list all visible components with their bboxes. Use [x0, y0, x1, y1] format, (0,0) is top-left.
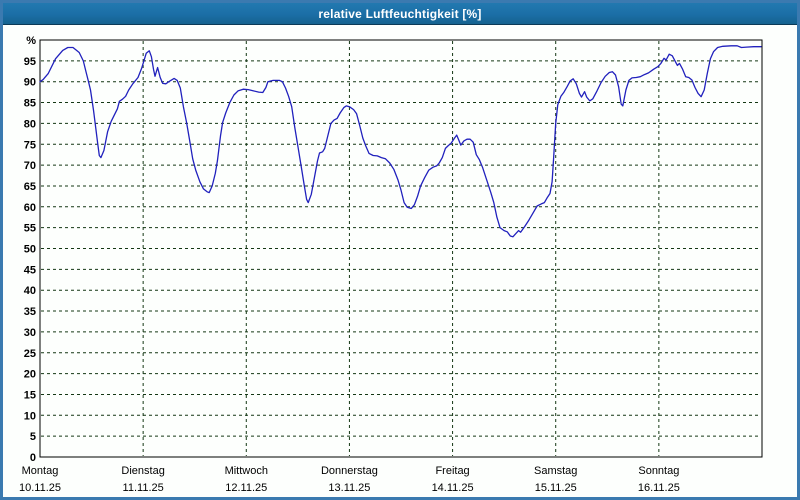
y-tick-label: 45 — [24, 264, 36, 276]
y-tick-label: 80 — [24, 118, 36, 130]
x-day-label: Sonntag — [638, 465, 679, 477]
y-tick-label: 75 — [24, 139, 36, 151]
x-date-label: 15.11.25 — [535, 482, 577, 494]
x-day-label: Donnerstag — [321, 465, 378, 477]
y-tick-label: 5 — [30, 431, 36, 443]
y-tick-label: 10 — [24, 410, 36, 422]
y-tick-label: 95 — [24, 56, 36, 68]
x-day-label: Freitag — [435, 465, 469, 477]
y-tick-label: 20 — [24, 369, 36, 381]
x-date-label: 12.11.25 — [225, 482, 267, 494]
x-day-label: Samstag — [534, 465, 577, 477]
y-tick-label: 40 — [24, 285, 36, 297]
window-title: relative Luftfeuchtigkeit [%] — [318, 6, 482, 21]
x-date-label: 16.11.25 — [638, 482, 680, 494]
y-tick-label: 30 — [24, 327, 36, 339]
x-date-label: 14.11.25 — [432, 482, 474, 494]
y-axis-unit-label: % — [26, 35, 36, 47]
x-day-label: Dienstag — [121, 465, 164, 477]
humidity-line-chart: 0 5 10 15 20 25 30 35 40 45 50 55 60 65 70 75 80 85 90 95% M… — [19, 35, 763, 494]
grid-layer — [41, 41, 761, 456]
y-tick-label: 65 — [24, 181, 36, 193]
y-tick-label: 55 — [24, 223, 36, 235]
y-tick-label: 70 — [24, 160, 36, 172]
x-day-label: Mittwoch — [225, 465, 268, 477]
y-tick-label: 50 — [24, 244, 36, 256]
humidity-series-line — [39, 45, 762, 238]
x-axis-labels: Montag 10.11.25 Dienstag 11.11.25 Mittwoch 12… — [19, 465, 680, 494]
y-axis-labels: 0 5 10 15 20 25 30 35 40 45 50 55 60 65 70 75 80 85 90 95% — [24, 35, 36, 464]
y-tick-label: 15 — [24, 389, 36, 401]
y-tick-label: 35 — [24, 306, 36, 318]
y-tick-label: 25 — [24, 348, 36, 360]
y-tick-label: 85 — [24, 98, 36, 110]
x-date-label: 11.11.25 — [123, 482, 164, 494]
x-date-label: 10.11.25 — [19, 482, 61, 494]
chart-area: 0 5 10 15 20 25 30 35 40 45 50 55 60 65 70 75 80 85 90 95% M… — [3, 25, 797, 497]
plot-border — [39, 39, 763, 458]
y-tick-label: 60 — [24, 202, 36, 214]
x-date-label: 13.11.25 — [328, 482, 370, 494]
y-tick-label: 0 — [30, 452, 36, 464]
title-bar: relative Luftfeuchtigkeit [%] — [3, 3, 797, 25]
x-day-label: Montag — [22, 465, 59, 477]
y-tick-label: 90 — [24, 77, 36, 89]
